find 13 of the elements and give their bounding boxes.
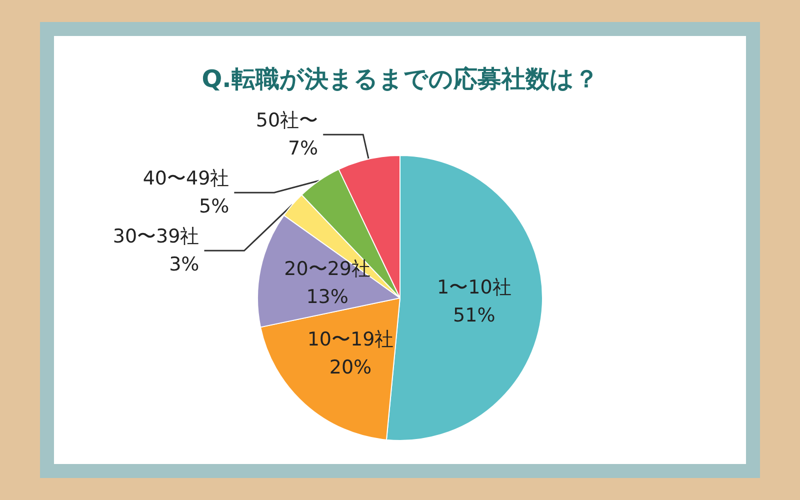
slice-label: 20〜29社 <box>284 258 371 280</box>
slice-label: 10〜19社 <box>307 328 394 350</box>
data-label: 5% <box>199 196 230 218</box>
data-label: 13% <box>306 286 348 308</box>
data-label: 20% <box>329 356 372 378</box>
slice-label: 30〜39社 <box>112 226 200 248</box>
slice-label: 1〜10社 <box>437 276 512 299</box>
slice-label: 40〜49社 <box>142 168 230 190</box>
data-label: 3% <box>169 254 200 276</box>
data-label: 7% <box>288 138 318 160</box>
chart-title: Q.転職が決まるまでの応募社数は？ <box>202 65 598 93</box>
slice-label: 50社〜 <box>256 110 318 132</box>
data-label: 51% <box>453 304 496 327</box>
